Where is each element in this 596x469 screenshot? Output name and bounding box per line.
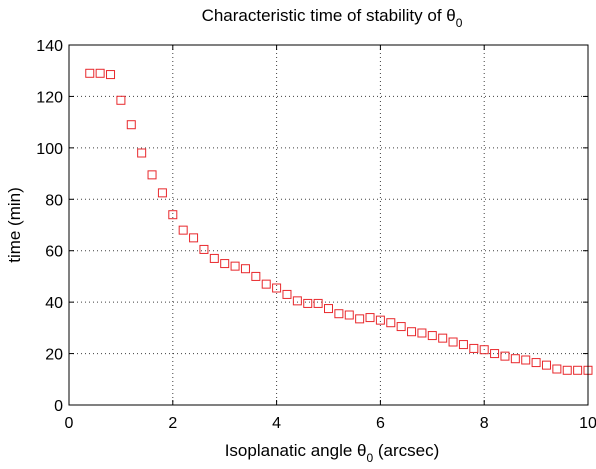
data-point — [251, 271, 261, 281]
data-point — [220, 259, 230, 269]
data-point — [178, 225, 188, 235]
data-point — [407, 327, 417, 337]
x-axis-label: Isoplanatic angle θ0 (arcsec) — [225, 441, 440, 464]
y-axis-label: time (min) — [5, 187, 24, 263]
x-tick-label: 6 — [376, 415, 385, 432]
data-point — [126, 120, 136, 130]
data-point — [261, 279, 271, 289]
data-point — [303, 298, 313, 308]
data-point — [469, 343, 479, 353]
y-tick-label: 40 — [45, 295, 63, 312]
x-tick-label: 10 — [579, 415, 596, 432]
y-tick-label: 0 — [54, 398, 63, 415]
data-point — [448, 337, 458, 347]
data-point — [199, 244, 209, 254]
data-point — [209, 253, 219, 263]
data-point — [521, 355, 531, 365]
data-point — [562, 365, 572, 375]
data-point — [230, 261, 240, 271]
data-point — [573, 365, 583, 375]
data-point — [510, 354, 520, 364]
data-point — [552, 364, 562, 374]
y-tick-label: 80 — [45, 192, 63, 209]
y-tick-label: 60 — [45, 244, 63, 261]
data-point — [85, 68, 95, 78]
data-point — [137, 148, 147, 158]
data-point — [396, 322, 406, 332]
data-point — [479, 345, 489, 355]
y-tick-label: 100 — [36, 141, 63, 158]
data-point — [147, 170, 157, 180]
data-point — [438, 333, 448, 343]
data-point — [106, 70, 116, 80]
data-point — [272, 283, 282, 293]
data-point — [116, 95, 126, 105]
data-point — [240, 264, 250, 274]
data-point — [355, 314, 365, 324]
data-point — [427, 331, 437, 341]
y-tick-label: 120 — [36, 89, 63, 106]
data-points — [85, 68, 593, 375]
data-point — [541, 360, 551, 370]
data-point — [168, 210, 178, 220]
data-point — [334, 309, 344, 319]
data-point — [313, 298, 323, 308]
y-tick-label: 140 — [36, 38, 63, 55]
chart-title: Characteristic time of stability of θ0 — [202, 6, 463, 30]
data-point — [157, 188, 167, 198]
x-tick-label: 8 — [480, 415, 489, 432]
x-tick-label: 4 — [272, 415, 281, 432]
data-point — [365, 313, 375, 323]
data-point — [95, 68, 105, 78]
x-tick-label: 2 — [168, 415, 177, 432]
data-point — [375, 315, 385, 325]
data-point — [458, 340, 468, 350]
plot-area-frame — [68, 44, 589, 406]
data-point — [282, 289, 292, 299]
axis-ticks — [68, 44, 589, 406]
data-point — [417, 328, 427, 338]
x-tick-label: 0 — [65, 415, 74, 432]
data-point — [189, 233, 199, 243]
data-point — [292, 296, 302, 306]
data-point — [324, 304, 333, 314]
data-point — [490, 349, 500, 359]
grid-lines — [69, 45, 588, 405]
data-point — [386, 318, 396, 328]
y-tick-label: 20 — [45, 347, 63, 364]
data-point — [344, 310, 354, 320]
data-point — [531, 358, 541, 368]
data-point — [500, 351, 510, 361]
